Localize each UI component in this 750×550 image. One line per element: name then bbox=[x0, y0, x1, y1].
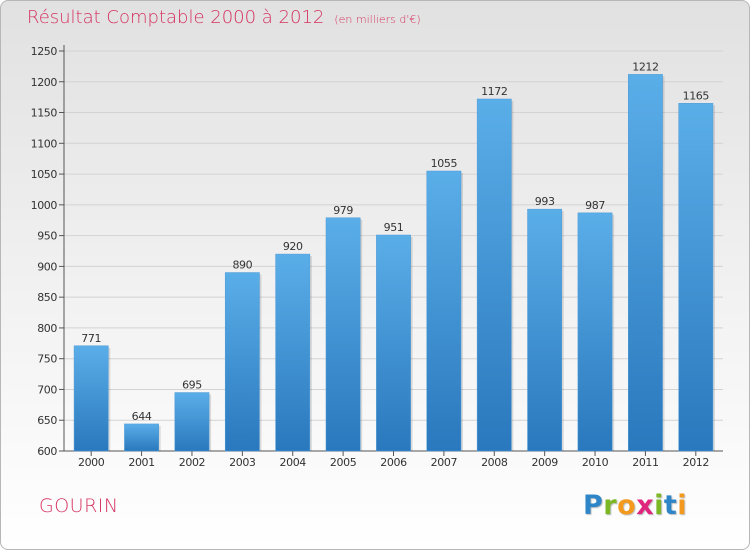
data-label: 987 bbox=[585, 199, 605, 212]
logo-letter: i bbox=[654, 490, 664, 521]
x-tick-label: 2005 bbox=[330, 456, 357, 469]
y-tick-label: 1000 bbox=[31, 199, 58, 212]
y-tick-label: 1100 bbox=[31, 137, 58, 150]
x-tick-label: 2010 bbox=[582, 456, 609, 469]
chart-subtitle: (en milliers d'€) bbox=[334, 13, 421, 26]
bar bbox=[476, 98, 512, 452]
data-label: 951 bbox=[384, 221, 404, 234]
bar bbox=[275, 253, 311, 452]
bar bbox=[174, 392, 210, 452]
bar bbox=[73, 345, 109, 452]
bars bbox=[73, 74, 715, 452]
bar bbox=[577, 212, 613, 452]
data-label: 890 bbox=[232, 259, 252, 272]
x-tick-label: 2006 bbox=[380, 456, 407, 469]
logo-letter: x bbox=[636, 490, 655, 521]
commune-name: GOURIN bbox=[39, 495, 119, 517]
x-tick-label: 2000 bbox=[78, 456, 105, 469]
x-tick-label: 2012 bbox=[683, 456, 709, 469]
x-tick-label: 2003 bbox=[229, 456, 256, 469]
bar bbox=[325, 217, 361, 452]
data-label: 979 bbox=[333, 204, 353, 217]
bar bbox=[224, 272, 260, 452]
y-tick-label: 1150 bbox=[31, 107, 58, 120]
logo-letter: r bbox=[603, 490, 618, 521]
y-tick-label: 900 bbox=[37, 260, 57, 273]
x-tick-label: 2001 bbox=[128, 456, 154, 469]
bar bbox=[628, 74, 663, 452]
data-label: 771 bbox=[81, 332, 101, 345]
data-label: 1165 bbox=[683, 89, 710, 102]
bar bbox=[376, 234, 411, 452]
x-tick-label: 2004 bbox=[280, 456, 307, 469]
data-label: 644 bbox=[132, 410, 152, 423]
y-tick-label: 850 bbox=[37, 291, 57, 304]
chart-title: Résultat Comptable 2000 à 2012 (en millie… bbox=[27, 7, 421, 28]
y-tick-label: 1050 bbox=[31, 168, 58, 181]
x-tick-label: 2008 bbox=[481, 456, 508, 469]
x-tick-label: 2002 bbox=[179, 456, 205, 469]
chart-title-text: Résultat Comptable 2000 à 2012 bbox=[27, 7, 325, 28]
y-tick-label: 650 bbox=[37, 414, 57, 427]
data-label: 695 bbox=[182, 379, 202, 392]
bar bbox=[527, 208, 563, 452]
grid-lines bbox=[64, 50, 723, 452]
y-tick-label: 600 bbox=[37, 445, 57, 458]
x-tick-label: 2007 bbox=[431, 456, 458, 469]
logo-letter: t bbox=[663, 490, 678, 521]
logo-letter: i bbox=[677, 490, 688, 521]
x-tick-label: 2009 bbox=[531, 456, 558, 469]
y-tick-label: 950 bbox=[37, 230, 57, 243]
bar bbox=[124, 423, 159, 452]
bar bbox=[426, 170, 462, 452]
y-tick-label: 750 bbox=[37, 353, 57, 366]
logo-letter: P bbox=[583, 490, 604, 521]
data-label: 993 bbox=[535, 195, 555, 208]
bar bbox=[678, 103, 714, 452]
data-label: 920 bbox=[283, 240, 303, 253]
data-label: 1212 bbox=[632, 60, 658, 73]
x-tick-label: 2011 bbox=[632, 456, 658, 469]
y-tick-label: 800 bbox=[37, 322, 57, 335]
logo-letter: o bbox=[617, 490, 637, 521]
proxiti-logo[interactable]: Proxiti bbox=[583, 490, 687, 521]
y-tick-label: 1250 bbox=[31, 45, 58, 58]
y-tick-label: 700 bbox=[37, 383, 57, 396]
y-tick-label: 1200 bbox=[31, 76, 58, 89]
data-label: 1055 bbox=[431, 157, 458, 170]
data-label: 1172 bbox=[481, 85, 507, 98]
labels: 600 650 700 750 800 850 900 950 1000 1050 1100 1150… bbox=[31, 45, 710, 469]
